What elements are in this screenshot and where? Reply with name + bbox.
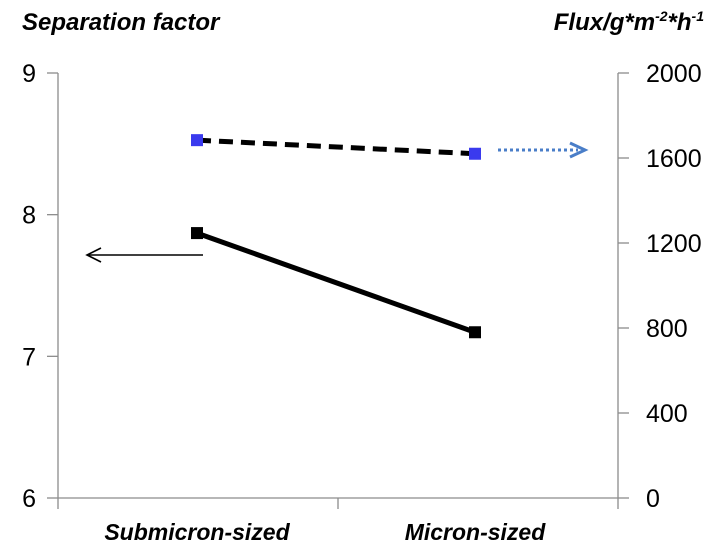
right-tick-label: 800 (646, 315, 688, 343)
x-category-label: Micron-sized (405, 519, 547, 545)
x-category-label: Submicron-sized (104, 519, 290, 545)
right-tick-label: 1600 (646, 145, 702, 173)
left-axis-title: Separation factor (22, 9, 221, 36)
series-2-line (196, 137, 476, 157)
series-1-line (196, 230, 476, 335)
right-tick-label: 1200 (646, 230, 702, 258)
right-tick-label: 400 (646, 400, 688, 428)
series-2-marker (469, 147, 481, 160)
series-1-marker (191, 227, 203, 240)
left-tick-label: 7 (22, 343, 36, 371)
left-tick-label: 6 (22, 485, 36, 513)
right-axis-title: Flux/g*m-2*h-1 (554, 8, 704, 36)
series-1-marker (469, 326, 481, 339)
series-2-marker (191, 134, 203, 147)
right-axis-arrow (498, 141, 589, 159)
right-tick-label: 0 (646, 485, 660, 513)
left-tick-label: 9 (22, 60, 36, 88)
left-axis-arrow (85, 247, 203, 263)
right-tick-label: 2000 (646, 60, 702, 88)
left-tick-label: 8 (22, 202, 36, 230)
